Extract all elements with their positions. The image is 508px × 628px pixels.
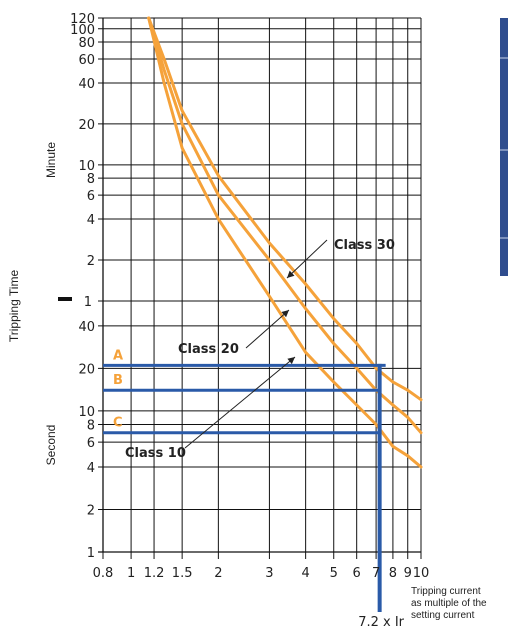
text-layer: 0.8 1 1.2 1.5 2 3 4 5 6 7 8 9 1012010080604020108642… xyxy=(70,12,429,581)
x-tick-label: 1.2 xyxy=(144,566,165,581)
class-label-class-30-arrowhead xyxy=(287,270,295,278)
y-tick-label-minute: 80 xyxy=(78,36,95,51)
x-tick-label: 1.5 xyxy=(172,566,193,581)
y-tick-label-minute: 6 xyxy=(87,189,95,204)
y-tick-label-minute: 40 xyxy=(78,77,95,92)
y-tick-label-second: 6 xyxy=(87,436,95,451)
marker-label-b: B xyxy=(113,373,123,388)
y-unit-second: Second xyxy=(44,425,58,466)
class-label-class-10-leader xyxy=(184,356,296,449)
y-tick-label-minute: 20 xyxy=(78,118,95,133)
x-tick-label: 4 xyxy=(301,566,309,581)
minute-second-divider xyxy=(58,297,72,301)
class-label-class-30-leader xyxy=(286,239,328,279)
y-tick-label-minute: 100 xyxy=(70,23,95,38)
y-axis-label: Tripping Time xyxy=(7,270,21,343)
class-label-class-30: Class 30 xyxy=(334,238,395,253)
x-tick-label: 7 xyxy=(372,566,380,581)
x-tick-label: 10 xyxy=(413,566,430,581)
vline-label: 7.2 x Ir xyxy=(358,615,404,628)
y-tick-label-second: 4 xyxy=(87,461,95,476)
x-tick-label: 1 xyxy=(127,566,135,581)
class-label-class-20-arrowhead xyxy=(281,310,289,318)
marker-label-c: C xyxy=(113,416,123,431)
y-tick-label-minute: 120 xyxy=(70,12,95,27)
y-unit-minute: Minute xyxy=(44,142,58,178)
class-label-class-20-leader xyxy=(245,309,290,349)
marker-layer xyxy=(103,239,386,612)
x-tick-label: 5 xyxy=(330,566,338,581)
x-tick-label: 3 xyxy=(265,566,273,581)
y-tick-label-second: 20 xyxy=(78,362,95,377)
y-tick-label-minute: 8 xyxy=(87,172,95,187)
x-tick-label: 8 xyxy=(389,566,397,581)
x-tick-label: 0.8 xyxy=(93,566,114,581)
grid-lines xyxy=(98,17,422,559)
x-tick-label: 6 xyxy=(353,566,361,581)
y-tick-label-second: 1 xyxy=(87,546,95,561)
y-tick-label-second: 2 xyxy=(87,504,95,519)
class-label-class-20: Class 20 xyxy=(178,342,239,357)
curve-layer xyxy=(147,16,423,469)
table-edge-decoration xyxy=(500,18,508,276)
y-tick-label-minute: 10 xyxy=(78,159,95,174)
y-tick-label-second: 8 xyxy=(87,419,95,434)
class-label-class-10-arrowhead xyxy=(287,357,295,365)
series-line-class-10 xyxy=(147,16,423,469)
x-tick-label: 9 xyxy=(404,566,412,581)
x-axis-label: Tripping current as multiple of the sett… xyxy=(411,586,489,621)
series-line-class-20 xyxy=(147,16,423,435)
y-tick-label-minute: 60 xyxy=(78,53,95,68)
x-tick-label: 2 xyxy=(214,566,222,581)
class-label-class-10: Class 10 xyxy=(125,446,186,461)
series-line-class-30 xyxy=(147,16,423,402)
y-tick-label-minute: 2 xyxy=(87,254,95,269)
y-tick-label-minute: 1 xyxy=(84,295,92,310)
y-tick-label-second: 40 xyxy=(78,320,95,335)
marker-label-a: A xyxy=(113,348,123,363)
y-tick-label-minute: 4 xyxy=(87,213,95,228)
y-tick-label-second: 10 xyxy=(78,405,95,420)
